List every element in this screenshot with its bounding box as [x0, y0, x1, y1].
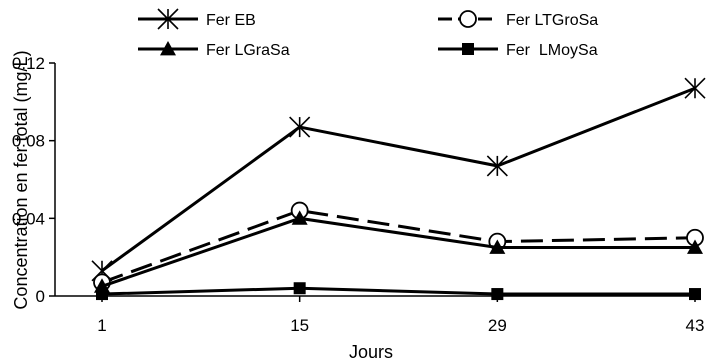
x-tick-label: 15	[290, 316, 309, 335]
legend-marker	[459, 10, 477, 28]
data-point	[289, 116, 311, 138]
y-tick-label: 0.12	[12, 54, 45, 73]
legend-entry: Fer LMoySa	[438, 42, 598, 59]
x-ticks: 1 15 29 43	[97, 296, 704, 335]
legend-label: Fer LMoySa	[506, 42, 598, 59]
plot-area: 0 0.04 0.08 0.12 1 15 29 43	[12, 54, 706, 335]
y-tick-label: 0.04	[12, 209, 45, 228]
series-line	[101, 86, 696, 272]
series-4	[96, 282, 701, 301]
legend-marker	[157, 8, 179, 30]
series-1	[91, 77, 706, 282]
legend-label: Fer EB	[206, 12, 256, 29]
x-tick-label: 43	[686, 316, 705, 335]
legend-marker	[160, 41, 176, 56]
data-point	[684, 77, 706, 99]
series-layer	[91, 77, 706, 301]
data-point	[96, 288, 108, 301]
legend-label: Fer LTGroSa	[506, 12, 598, 29]
x-axis-title: Jours	[349, 342, 393, 362]
legend-label: Fer LGraSa	[206, 42, 290, 59]
y-tick-label: 0	[36, 287, 45, 306]
x-tick-label: 29	[488, 316, 507, 335]
legend-entry: Fer LGraSa	[138, 41, 290, 59]
series-line	[101, 216, 695, 288]
legend-entry: Fer LTGroSa	[438, 10, 598, 29]
x-tick-label: 1	[97, 316, 106, 335]
data-point	[689, 288, 701, 301]
data-point	[491, 288, 504, 301]
data-point	[293, 282, 306, 295]
series-line	[101, 286, 695, 296]
data-point	[486, 155, 508, 177]
data-point	[291, 210, 308, 225]
data-point	[687, 239, 703, 254]
series-line	[101, 209, 696, 284]
y-ticks: 0 0.04 0.08 0.12	[12, 54, 55, 306]
y-axis-title: Concentration en fer total (mg/L)	[11, 50, 31, 309]
y-tick-label: 0.08	[12, 132, 45, 151]
legend-marker	[462, 43, 474, 55]
data-point	[489, 239, 506, 254]
legend-entry: Fer EB	[138, 8, 256, 30]
series-3	[94, 210, 703, 293]
legend: Fer EB Fer LTGroSa Fer LGraSa Fer LMoySa	[138, 8, 598, 59]
